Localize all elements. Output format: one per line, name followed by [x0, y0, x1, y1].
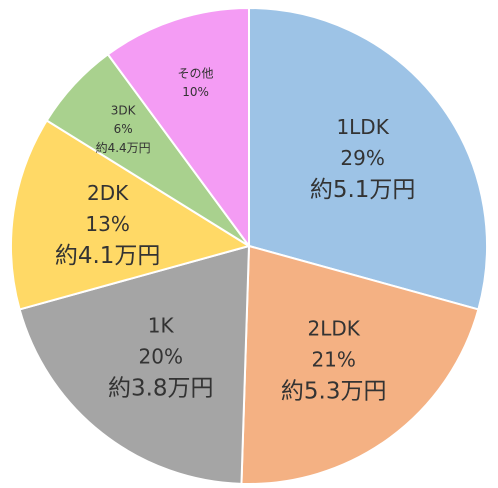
rent-label: 約5.3万円 — [281, 378, 387, 404]
category-label: 2DK — [87, 181, 129, 205]
pie-slice — [18, 244, 251, 485]
percent-label: 21% — [311, 347, 355, 371]
category-label: その他 — [178, 66, 214, 80]
rent-label: 約4.4万円 — [96, 140, 151, 155]
percent-label: 13% — [85, 212, 129, 236]
category-label: 3DK — [111, 104, 137, 118]
category-label: 1K — [148, 314, 175, 338]
percent-label: 6% — [114, 122, 133, 136]
rent-label: 約4.1万円 — [55, 243, 161, 269]
category-label: 2LDK — [307, 316, 360, 340]
rent-label: 約5.1万円 — [310, 177, 416, 203]
pie-slice — [240, 244, 480, 485]
percent-label: 10% — [182, 85, 209, 99]
pie-slice — [106, 6, 250, 250]
percent-label: 20% — [139, 345, 183, 369]
rent-label: 約3.8万円 — [108, 376, 214, 402]
percent-label: 29% — [340, 146, 384, 170]
category-label: 1LDK — [336, 115, 389, 139]
pie-slice — [10, 119, 252, 311]
pie-slice — [248, 6, 488, 311]
